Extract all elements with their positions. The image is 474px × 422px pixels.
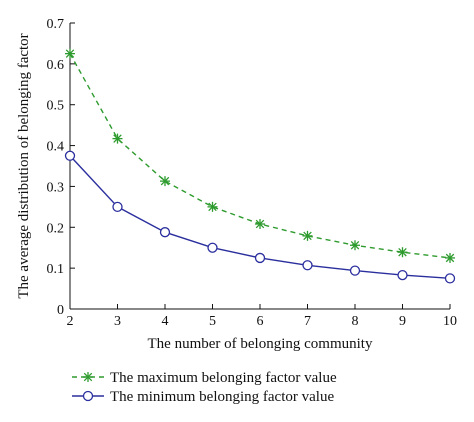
data-point-maximum	[445, 252, 455, 263]
data-point-minimum	[159, 227, 171, 238]
y-tick-label: 0.7	[47, 17, 65, 32]
x-tick-label: 2	[67, 314, 74, 329]
legend-max-marker	[83, 372, 93, 382]
legend-item-minimum: The minimum belonging factor value	[72, 389, 334, 405]
data-point-maximum	[255, 219, 265, 230]
y-tick-label: 0.6	[47, 58, 65, 73]
x-tick-label: 7	[304, 314, 311, 329]
legend-min-marker	[82, 390, 94, 402]
legend: The maximum belonging factor value The m…	[72, 370, 337, 405]
x-tick-label: 3	[114, 314, 121, 329]
y-tick-label: 0.1	[47, 262, 65, 277]
x-tick-label: 8	[352, 314, 359, 329]
legend-item-maximum: The maximum belonging factor value	[72, 370, 337, 386]
data-point-minimum	[64, 150, 76, 161]
data-point-maximum	[207, 201, 218, 212]
plot-area	[64, 48, 456, 284]
data-point-maximum	[350, 240, 360, 251]
x-tick-label: 4	[162, 314, 169, 329]
data-point-maximum	[302, 230, 313, 241]
data-point-maximum	[397, 247, 408, 258]
data-point-maximum	[112, 133, 123, 144]
y-tick-label: 0.5	[47, 99, 65, 114]
x-axis-title: The number of belonging community	[148, 336, 373, 352]
data-point-minimum	[254, 252, 266, 264]
data-point-minimum	[207, 242, 218, 253]
data-point-maximum	[65, 48, 75, 59]
data-point-maximum	[160, 176, 170, 187]
x-tick-label: 6	[257, 314, 264, 329]
data-point-minimum	[397, 269, 408, 281]
x-tick-label: 9	[399, 314, 406, 329]
data-point-minimum	[444, 273, 456, 284]
y-tick-label: 0.2	[47, 221, 65, 236]
data-point-minimum	[349, 265, 361, 276]
y-tick-label: 0.3	[47, 180, 65, 195]
x-tick-label: 10	[443, 314, 457, 329]
ticks: 2 3 4 5 6 7 8 9 10 0 0.1 0.2 0.3 0.4 0.5 0.6 0.7	[47, 17, 458, 329]
x-tick-label: 5	[209, 314, 216, 329]
y-tick-label: 0.4	[47, 140, 65, 155]
legend-max-label: The maximum belonging factor value	[110, 370, 337, 386]
data-point-minimum	[302, 260, 313, 271]
y-axis-title: The average distribution of belonging fa…	[16, 33, 32, 298]
data-point-minimum	[112, 201, 123, 213]
legend-min-label: The minimum belonging factor value	[110, 389, 334, 405]
y-tick-label: 0	[57, 303, 64, 318]
axes	[69, 23, 450, 310]
